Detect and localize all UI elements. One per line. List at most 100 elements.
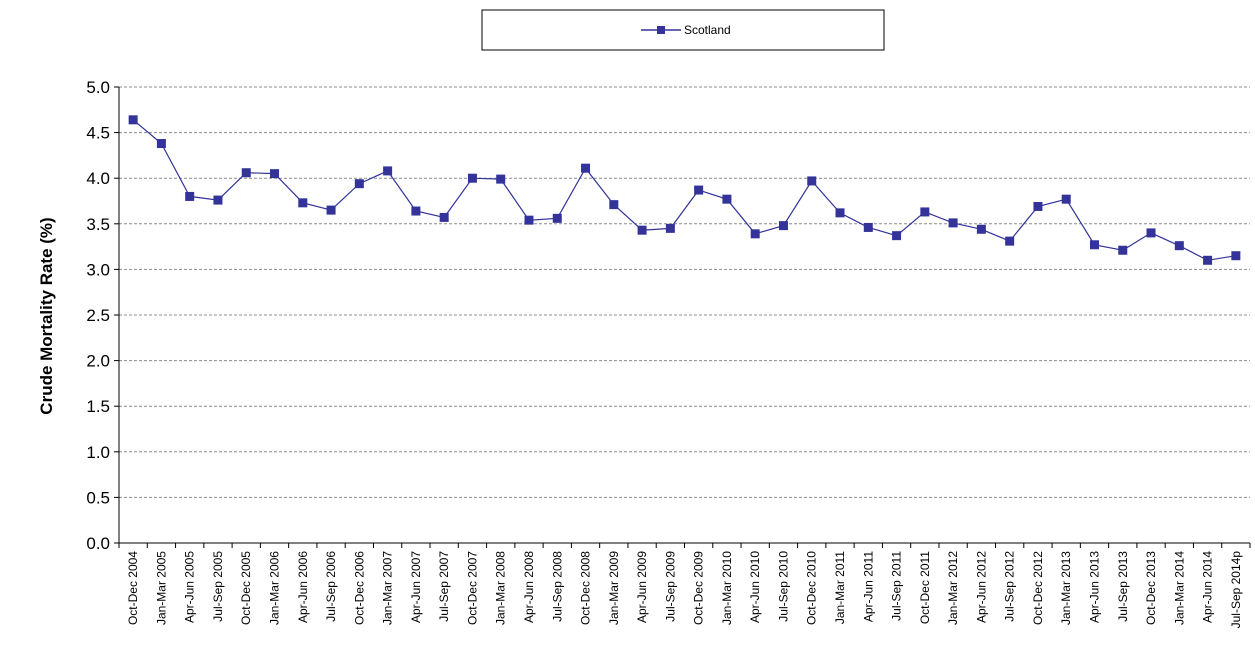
x-tick-label: Jan-Mar 2011 xyxy=(833,551,847,624)
data-point xyxy=(581,163,591,173)
y-tick-label: 2.5 xyxy=(86,306,110,325)
y-tick-label: 2.0 xyxy=(86,352,110,371)
x-tick-label: Jan-Mar 2014 xyxy=(1172,551,1186,625)
y-tick-label: 0.5 xyxy=(86,488,110,507)
data-point xyxy=(722,194,732,204)
x-tick-label: Oct-Dec 2012 xyxy=(1031,551,1045,625)
x-tick-label: Oct-Dec 2009 xyxy=(692,551,706,625)
x-tick-label: Jan-Mar 2006 xyxy=(268,551,282,625)
legend-box xyxy=(481,9,885,51)
x-tick-label: Apr-Jun 2011 xyxy=(861,551,875,622)
data-point xyxy=(637,225,647,235)
data-point xyxy=(1061,194,1071,204)
x-tick-label: Apr-Jun 2009 xyxy=(635,551,649,623)
y-axis-title: Crude Mortality Rate (%) xyxy=(37,217,56,414)
x-tick-label: Jan-Mar 2009 xyxy=(607,551,621,625)
data-point xyxy=(411,206,421,216)
y-tick-labels: 0.0 0.5 1.0 1.5 2.0 2.5 3.0 3.5 4.0 4.5 5.0 xyxy=(86,78,110,553)
x-tick-label: Oct-Dec 2007 xyxy=(465,551,479,625)
data-point xyxy=(665,223,675,233)
data-point xyxy=(694,185,704,195)
x-tick-label: Jul-Sep 2008 xyxy=(550,551,564,622)
y-tick-label: 0.0 xyxy=(86,534,110,553)
x-tick-label: Jul-Sep 2005 xyxy=(211,551,225,622)
legend-label: Scotland xyxy=(684,23,731,37)
x-tick-label: Jan-Mar 2005 xyxy=(154,551,168,625)
gridlines xyxy=(119,86,1250,498)
x-tick-labels: Oct-Dec 2004 Jan-Mar 2005 Apr-Jun 2005 Jul-… xyxy=(126,551,1243,629)
data-point xyxy=(976,224,986,234)
x-tick-label: Oct-Dec 2013 xyxy=(1144,551,1158,625)
data-point xyxy=(439,212,449,222)
data-point xyxy=(270,169,280,179)
x-tick-label: Jan-Mar 2007 xyxy=(381,551,395,625)
x-tick-label: Jul-Sep 2007 xyxy=(437,551,451,622)
x-tick-label: Oct-Dec 2006 xyxy=(352,551,366,625)
data-point xyxy=(213,195,223,205)
data-point xyxy=(524,215,534,225)
data-point xyxy=(1005,236,1015,246)
x-tick-label: Jul-Sep 2006 xyxy=(324,551,338,622)
x-tick-label: Oct-Dec 2011 xyxy=(918,551,932,624)
data-point xyxy=(1089,240,1099,250)
series-line xyxy=(132,119,1236,261)
data-point xyxy=(1231,251,1241,261)
x-tick-label: Apr-Jun 2005 xyxy=(183,551,197,623)
data-point xyxy=(326,205,336,215)
x-tick-label: Oct-Dec 2005 xyxy=(239,551,253,625)
axes xyxy=(114,86,1251,548)
data-point xyxy=(1203,255,1213,265)
data-point xyxy=(1146,228,1156,238)
data-point xyxy=(609,200,619,210)
data-point xyxy=(1118,245,1128,255)
series-scotland xyxy=(128,115,1241,265)
x-tick-label: Oct-Dec 2010 xyxy=(805,551,819,625)
data-point xyxy=(552,213,562,223)
x-tick-label: Jan-Mar 2010 xyxy=(720,551,734,625)
y-tick-label: 3.5 xyxy=(86,215,110,234)
data-point xyxy=(185,191,195,201)
data-point xyxy=(920,207,930,217)
data-point xyxy=(863,222,873,232)
data-point xyxy=(241,168,251,178)
data-point xyxy=(807,176,817,186)
x-tick-label: Jul-Sep 2013 xyxy=(1116,551,1130,622)
x-tick-label: Apr-Jun 2010 xyxy=(748,551,762,623)
data-point xyxy=(383,166,393,176)
x-tick-label: Jul-Sep 2010 xyxy=(776,551,790,622)
x-tick-label: Jan-Mar 2008 xyxy=(494,551,508,625)
y-tick-label: 1.5 xyxy=(86,397,110,416)
legend-marker-swatch xyxy=(657,26,665,34)
x-tick-label: Apr-Jun 2014 xyxy=(1201,551,1215,623)
x-tick-label: Jul-Sep 2012 xyxy=(1003,551,1017,622)
x-tick-label: Jan-Mar 2012 xyxy=(946,551,960,625)
x-tick-label: Jul-Sep 2011 xyxy=(890,551,904,621)
data-point xyxy=(1033,201,1043,211)
x-tick-label: Jul-Sep 2009 xyxy=(663,551,677,622)
x-tick-label: Jul-Sep 2014p xyxy=(1229,551,1243,629)
y-tick-label: 4.5 xyxy=(86,124,110,143)
x-tick-label: Apr-Jun 2006 xyxy=(296,551,310,623)
x-tick-label: Apr-Jun 2013 xyxy=(1087,551,1101,623)
y-tick-label: 4.0 xyxy=(86,169,110,188)
x-tick-label: Jan-Mar 2013 xyxy=(1059,551,1073,625)
x-tick-label: Apr-Jun 2008 xyxy=(522,551,536,623)
y-tick-label: 1.0 xyxy=(86,443,110,462)
data-point xyxy=(298,198,308,208)
data-point xyxy=(750,229,760,239)
data-point xyxy=(892,231,902,241)
x-tick-label: Oct-Dec 2008 xyxy=(579,551,593,625)
data-point xyxy=(948,218,958,228)
data-point xyxy=(467,173,477,183)
data-point xyxy=(128,115,138,125)
data-point xyxy=(778,221,788,231)
data-point xyxy=(156,139,166,149)
x-tick-label: Oct-Dec 2004 xyxy=(126,551,140,625)
data-point xyxy=(496,174,506,184)
y-tick-label: 3.0 xyxy=(86,260,110,279)
data-point xyxy=(835,208,845,218)
x-tick-label: Apr-Jun 2007 xyxy=(409,551,423,623)
x-tick-label: Apr-Jun 2012 xyxy=(974,551,988,623)
data-point xyxy=(354,179,364,189)
